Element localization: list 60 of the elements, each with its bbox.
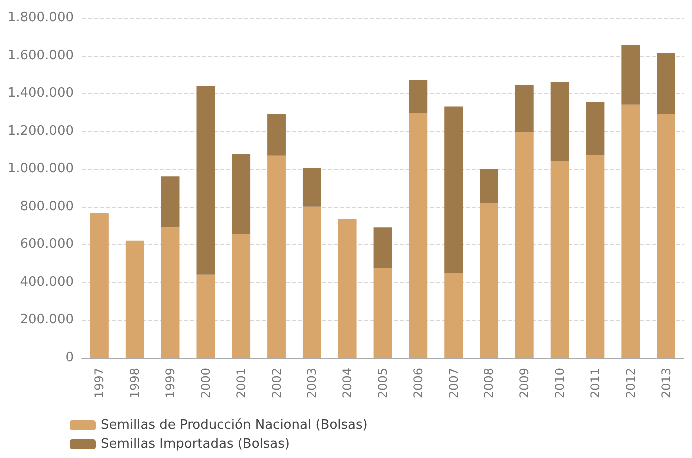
bar — [480, 169, 498, 204]
bar — [550, 162, 570, 358]
x-tick-label: 2002 — [270, 368, 284, 399]
x-tick-label: 2000 — [198, 368, 213, 399]
y-tick-label: 0 — [66, 350, 74, 366]
bar — [90, 214, 109, 358]
x-tick-label: 2006 — [411, 368, 426, 399]
x-tick-label: 2007 — [446, 368, 461, 399]
bar — [657, 114, 676, 358]
legend-label: Semillas de Producción Nacional (Bolsas) — [101, 418, 368, 433]
y-tick-label: 1.800.000 — [8, 10, 74, 26]
x-tick-label: 1999 — [164, 368, 178, 399]
bar — [161, 228, 180, 358]
bar — [586, 154, 605, 358]
bar — [232, 154, 251, 234]
bar — [409, 80, 428, 114]
x-tick-label: 2005 — [376, 368, 390, 399]
x-tick-label: 1997 — [92, 368, 107, 399]
bar — [302, 206, 322, 358]
x-tick-label: 2004 — [340, 368, 355, 399]
y-tick-label: 1.600.000 — [8, 48, 74, 64]
bar — [161, 176, 180, 228]
y-tick-label: 1.200.000 — [8, 124, 74, 139]
bar — [338, 219, 357, 358]
bar — [622, 45, 640, 105]
x-tick-label: 2010 — [553, 368, 568, 399]
y-tick-label: 1.000.000 — [8, 162, 74, 177]
y-tick-label: 1.400.000 — [8, 86, 74, 102]
bar — [268, 114, 286, 156]
x-tick-label: 2009 — [518, 368, 532, 399]
bar — [374, 228, 392, 268]
bar — [232, 234, 251, 358]
bar — [622, 104, 640, 358]
x-tick-label: 2011 — [588, 368, 602, 399]
bar — [196, 274, 216, 358]
bar — [444, 106, 464, 273]
bar — [657, 52, 676, 114]
x-tick-label: 2008 — [482, 368, 496, 399]
bar — [480, 203, 498, 358]
bar — [515, 85, 534, 132]
y-tick-label: 400.000 — [20, 274, 74, 290]
bar — [268, 156, 286, 358]
bar — [586, 102, 605, 155]
x-tick-label: 2001 — [234, 368, 248, 399]
bar — [409, 113, 428, 358]
bar — [126, 240, 144, 358]
y-tick-label: 600.000 — [20, 237, 74, 252]
x-tick-label: 1998 — [128, 368, 142, 399]
x-tick-label: 2013 — [659, 368, 674, 399]
y-tick-label: 200.000 — [20, 312, 74, 328]
bar — [374, 268, 392, 358]
bar — [196, 86, 216, 275]
x-tick-label: 2003 — [305, 368, 320, 399]
legend-label: Semillas Importadas (Bolsas) — [101, 437, 290, 452]
bar — [515, 132, 534, 358]
x-tick-label: 2012 — [624, 368, 638, 399]
bar — [550, 82, 570, 162]
bar — [444, 273, 464, 358]
bar — [302, 168, 322, 207]
y-tick-label: 800.000 — [20, 199, 74, 214]
